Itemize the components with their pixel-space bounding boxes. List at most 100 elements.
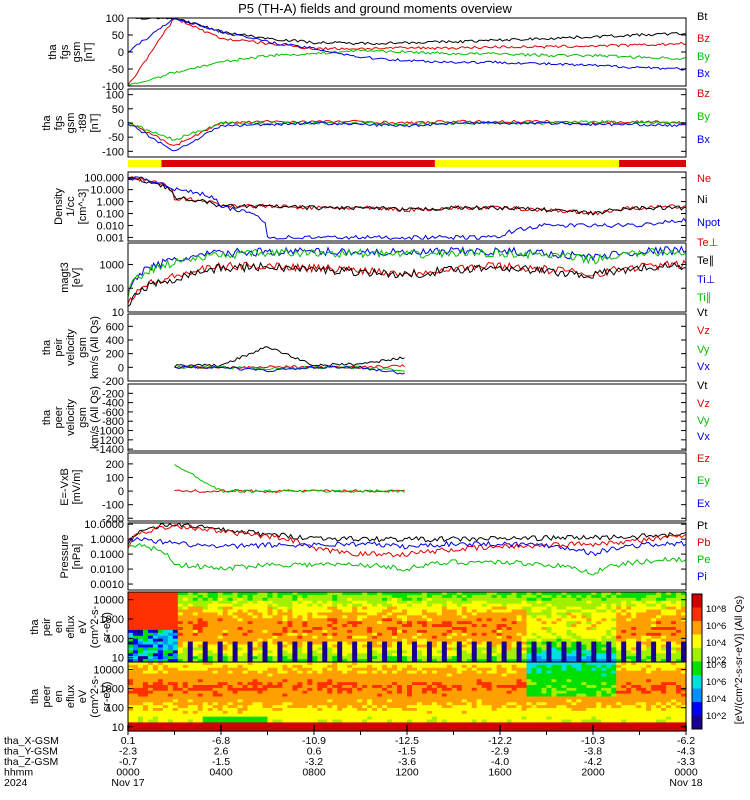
ylabel-peer_spec: eV <box>77 689 89 703</box>
ytick-label-temperature: 10 <box>112 307 124 319</box>
xaxis-value: 1200 <box>395 767 419 779</box>
ytick-label-peir_velocity: 400 <box>106 335 124 347</box>
ylabel-efield: E=-VxB <box>59 468 71 506</box>
xaxis-value: Nov 18 <box>669 777 702 789</box>
ylabel-peir_velocity: velocity <box>65 329 77 366</box>
xaxis-value: -3.2 <box>305 756 323 768</box>
series-temperature-Te <box>127 259 687 304</box>
legend-fgs_gsm_t89-0: Bz <box>697 88 710 100</box>
ylabel-peer_spec: peer <box>41 685 53 707</box>
ytick-label-density: 10.000 <box>90 185 124 197</box>
xaxis-value: Nov 17 <box>111 777 144 789</box>
series-peir_velocity-Vx <box>174 365 405 375</box>
ytick-label-fgs_gsm: 0 <box>118 47 124 59</box>
legend-temperature-0: Te⊥ <box>697 237 718 249</box>
legend-pressure-2: Pe <box>697 554 710 566</box>
legend-peir_velocity-0: Vt <box>697 307 707 319</box>
ytick-label-peir_spec: 1000 <box>100 614 124 626</box>
xaxis-value: -10.3 <box>581 735 605 747</box>
legend-temperature-3: Ti∥ <box>697 292 711 304</box>
xaxis-value: -4.3 <box>677 746 695 758</box>
ylabel-density: 1/cc <box>65 196 77 217</box>
status-segment-1 <box>161 160 435 167</box>
ylabel-pressure: Pressure <box>59 534 71 578</box>
xaxis-value: 0.1 <box>121 735 136 747</box>
xaxis-value: 0000 <box>116 767 140 779</box>
series-density-Npot <box>127 176 687 241</box>
colorbar-cell <box>692 607 702 622</box>
series-fgs_gsm_t89-Bz <box>127 119 687 146</box>
ytick-label-pressure: 0.0010 <box>90 579 124 591</box>
colorbar-frame <box>691 593 703 730</box>
ytick-label-pressure: 1.0000 <box>90 534 124 546</box>
series-peir_velocity-Vt <box>174 346 405 368</box>
colorbar-tick-bottom: 10^8 <box>706 660 726 671</box>
legend-temperature-2: Ti⊥ <box>697 274 715 286</box>
series-temperature-Ti <box>127 248 687 298</box>
legend-fgs_gsm_t89-1: By <box>697 111 710 123</box>
ytick-label-peer_spec: 10 <box>112 722 124 734</box>
ytick-label-efield: 0 <box>118 486 124 498</box>
colorbar-tick-top: 10^8 <box>706 604 726 615</box>
series-fgs_gsm-Bt <box>128 17 686 46</box>
ytick-label-peir_velocity: 600 <box>106 321 124 333</box>
ylabel-fgs_gsm_t89: -t89 <box>77 114 89 133</box>
ylabel-temperature: magt3 <box>59 262 71 293</box>
ylabel-peer_spec: en <box>53 690 65 702</box>
status-segment-0 <box>128 160 162 167</box>
ylabel-peir_spec: (cm^2-s- <box>89 605 101 648</box>
ytick-label-efield: -100 <box>102 500 124 512</box>
ylabel-efield: [mV/m] <box>71 470 83 505</box>
ytick-label-fgs_gsm: 100 <box>106 13 124 25</box>
legend-peir_velocity-1: Vz <box>697 325 710 337</box>
ytick-label-fgs_gsm: -50 <box>108 64 124 76</box>
xaxis-value: -1.5 <box>212 756 230 768</box>
ylabel-peer_velocity: tha <box>41 409 53 425</box>
ytick-label-peir_spec: 100 <box>106 633 124 645</box>
ylabel-peer_velocity: peer <box>53 406 65 428</box>
series-pressure-Pb <box>127 524 687 558</box>
legend-pressure-3: Pi <box>697 571 707 583</box>
xaxis-value: 2000 <box>581 767 605 779</box>
legend-temperature-1: Te∥ <box>697 255 714 267</box>
xaxis-value: 2.6 <box>214 746 229 758</box>
panel-frame-efield <box>127 452 687 522</box>
colorbar-tick-bottom: 10^2 <box>706 711 726 722</box>
ylabel-peir_spec: sr-eV) <box>101 612 113 642</box>
xaxis-row-label: tha_Y-GSM <box>4 746 58 758</box>
series-pressure-Pe <box>127 542 687 576</box>
series-temperature-Te <box>127 261 687 307</box>
ylabel-fgs_gsm: [nT] <box>83 43 95 62</box>
ytick-label-peir_spec: 10 <box>112 653 124 665</box>
ylabel-peir_velocity: km/s (All Qs) <box>89 316 101 379</box>
panel-frame-temperature <box>127 242 687 313</box>
colorbar-tick-top: 10^6 <box>706 621 726 632</box>
series-fgs_gsm-Bz <box>127 17 686 86</box>
xaxis-value: -2.9 <box>491 746 509 758</box>
colorbar-cell <box>692 594 702 608</box>
ylabel-peer_velocity: velocity <box>65 399 77 436</box>
ylabel-peir_velocity: peir <box>53 338 65 357</box>
colorbar-cell <box>692 715 702 730</box>
legend-peer_velocity-0: Vt <box>697 380 707 392</box>
spectrogram-peer_spec <box>128 662 687 732</box>
ytick-label-peer_velocity: -600 <box>102 407 124 419</box>
ytick-label-peer_spec: 100 <box>106 703 124 715</box>
ylabel-peir_velocity: tha <box>41 339 53 355</box>
ylabel-peer_velocity: gsm <box>77 407 89 428</box>
ylabel-peir_spec: tha <box>29 618 41 634</box>
colorbar-cell <box>692 675 702 689</box>
ytick-label-peer_velocity: -400 <box>102 398 124 410</box>
xaxis-value: -4.2 <box>584 756 602 768</box>
ytick-label-peir_velocity: 0 <box>118 362 124 374</box>
legend-peer_velocity-2: Vy <box>697 415 710 427</box>
ylabel-fgs_gsm: gsm <box>71 42 83 63</box>
series-fgs_gsm-By <box>127 48 686 86</box>
status-segment-2 <box>434 160 620 167</box>
series-fgs_gsm_t89-By <box>127 119 687 141</box>
colorbar-tick-top: 10^2 <box>706 655 726 666</box>
ylabel-peer_spec: sr-eV) <box>101 682 113 712</box>
series-temperature-Ti <box>127 245 687 292</box>
ytick-label-peer_velocity: -1400 <box>96 444 124 456</box>
xaxis-value: -2.3 <box>119 746 137 758</box>
